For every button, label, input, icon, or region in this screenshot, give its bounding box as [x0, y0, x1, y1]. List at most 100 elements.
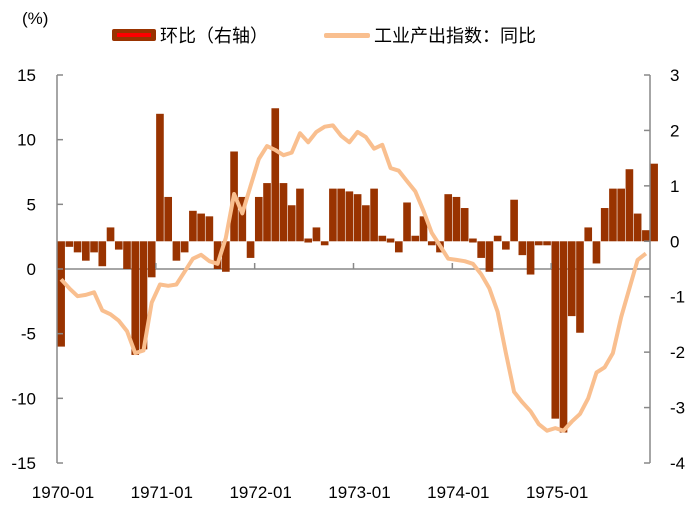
bar — [600, 208, 609, 242]
yoy-line — [59, 123, 648, 433]
bar — [625, 169, 634, 242]
legend: 环比（右轴） 工业产出指数：同比 — [112, 22, 592, 48]
bar — [633, 213, 642, 242]
bar — [238, 196, 247, 242]
right-tick-label: -1 — [670, 288, 685, 307]
legend-label-yoy: 工业产出指数：同比 — [374, 26, 536, 46]
bar — [650, 163, 658, 242]
bar — [156, 113, 164, 242]
bar — [427, 241, 436, 246]
left-tick-label: 15 — [17, 66, 36, 85]
left-tick-label: -15 — [11, 454, 36, 473]
bar — [164, 196, 173, 242]
left-tick-label: -5 — [21, 325, 36, 344]
bar — [189, 210, 197, 242]
bar — [386, 238, 395, 243]
right-tick-label: -2 — [670, 343, 685, 362]
bar — [271, 108, 280, 242]
legend-item-mom: 环比（右轴） — [112, 22, 268, 48]
legend-label-mom: 环比（右轴） — [160, 26, 268, 46]
bar — [419, 216, 428, 242]
bar — [403, 202, 411, 242]
bar — [378, 235, 387, 242]
x-tick-label: 1975-01 — [526, 483, 588, 502]
bar — [73, 241, 82, 253]
bar — [114, 241, 123, 250]
right-tick-label: -3 — [670, 399, 685, 418]
bar — [320, 241, 329, 246]
bar — [394, 241, 403, 253]
bar — [263, 183, 271, 242]
bar — [609, 188, 617, 242]
bar — [576, 241, 584, 333]
bar — [567, 241, 576, 317]
bar — [337, 188, 345, 242]
bar — [559, 241, 568, 433]
bar — [296, 188, 304, 242]
bar — [222, 241, 230, 272]
bar — [65, 241, 74, 247]
x-tick-label: 1972-01 — [229, 483, 291, 502]
bar — [139, 241, 148, 350]
bar — [304, 238, 313, 243]
legend-item-yoy: 工业产出指数：同比 — [324, 22, 536, 48]
left-tick-label: -10 — [11, 389, 36, 408]
bar — [345, 191, 354, 242]
bar — [518, 241, 527, 256]
bar — [370, 188, 378, 242]
bar — [510, 199, 518, 242]
bar — [329, 188, 337, 242]
bar — [592, 241, 601, 264]
bar — [123, 241, 131, 269]
bar — [526, 241, 535, 275]
left-tick-label: 5 — [27, 195, 36, 214]
bar — [213, 241, 222, 269]
unit-label: (%) — [22, 9, 49, 28]
left-tick-label: 10 — [17, 131, 36, 150]
x-tick-label: 1973-01 — [328, 483, 390, 502]
bar — [279, 183, 288, 242]
right-tick-label: 2 — [670, 121, 679, 140]
bar — [254, 196, 263, 242]
bar — [205, 216, 214, 242]
bar — [106, 227, 115, 242]
line-swatch-icon — [324, 32, 370, 38]
bar — [469, 238, 477, 243]
bar — [353, 194, 362, 242]
bar — [147, 241, 156, 278]
bar — [362, 205, 370, 242]
bar — [477, 241, 485, 258]
bar — [287, 205, 296, 242]
bar-swatch-icon — [112, 29, 156, 41]
bar — [551, 241, 560, 419]
bar — [82, 241, 90, 261]
bar — [534, 241, 543, 246]
bar — [584, 227, 593, 242]
bar — [172, 241, 181, 261]
bar — [543, 241, 551, 246]
left-tick-label: 0 — [27, 260, 36, 279]
bar — [460, 208, 469, 242]
bar — [197, 213, 205, 242]
bar — [444, 194, 453, 242]
bar — [131, 241, 140, 355]
x-tick-label: 1974-01 — [427, 483, 489, 502]
bar — [180, 241, 189, 253]
bar — [246, 241, 255, 258]
bar — [90, 241, 98, 253]
right-tick-label: 3 — [670, 66, 679, 85]
bar — [452, 196, 461, 242]
bar — [57, 241, 65, 347]
x-tick-label: 1970-01 — [32, 483, 94, 502]
bar — [493, 235, 502, 242]
bar — [312, 227, 321, 242]
bar — [411, 235, 420, 242]
bar — [485, 241, 494, 272]
bar — [642, 230, 650, 242]
right-tick-label: 0 — [670, 232, 679, 251]
bar — [98, 241, 107, 267]
bar — [502, 241, 510, 250]
right-tick-label: -4 — [670, 454, 685, 473]
bar — [617, 188, 625, 242]
